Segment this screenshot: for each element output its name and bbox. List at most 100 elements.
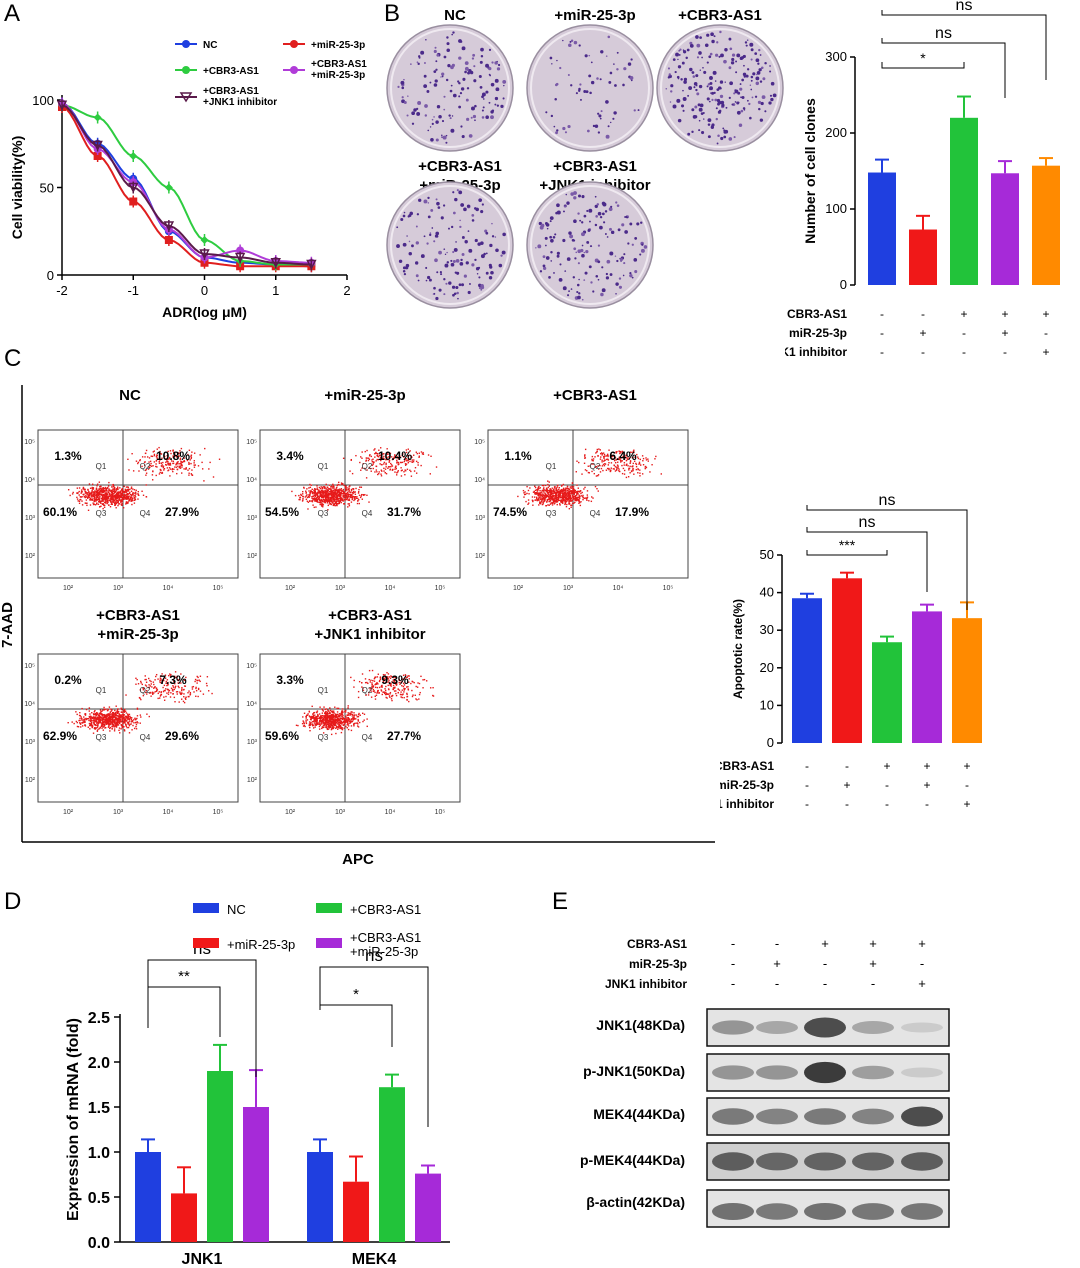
event-dot — [580, 501, 582, 503]
event-dot — [568, 490, 570, 493]
event-dot — [175, 466, 178, 468]
event-dot — [355, 497, 358, 499]
event-dot — [112, 493, 114, 495]
event-dot — [111, 503, 113, 506]
event-dot — [72, 491, 74, 494]
event-dot — [366, 494, 368, 496]
event-dot — [336, 492, 338, 494]
colony — [709, 82, 713, 85]
event-dot — [134, 719, 137, 721]
event-dot — [645, 466, 648, 469]
colony — [719, 94, 724, 99]
event-dot — [344, 493, 347, 495]
event-dot — [578, 461, 580, 464]
event-dot — [353, 499, 355, 502]
colony — [613, 63, 615, 65]
colony — [683, 80, 687, 84]
colony — [397, 85, 400, 89]
event-dot — [111, 724, 114, 726]
event-dot — [79, 715, 82, 717]
event-dot — [291, 490, 293, 493]
event-dot — [124, 715, 126, 718]
event-dot — [567, 488, 570, 490]
colony — [433, 240, 436, 243]
data-point — [92, 140, 103, 152]
event-dot — [105, 496, 107, 498]
event-dot — [330, 724, 332, 726]
colony — [451, 115, 454, 117]
event-dot — [555, 489, 557, 491]
event-dot — [124, 496, 126, 499]
colony — [488, 73, 491, 76]
colony — [441, 75, 444, 78]
event-dot — [613, 468, 615, 470]
event-dot — [349, 491, 351, 493]
event-dot — [311, 723, 313, 725]
event-dot — [314, 726, 316, 728]
event-dot — [539, 498, 542, 500]
event-dot — [340, 487, 342, 490]
event-dot — [314, 491, 316, 493]
event-dot — [329, 496, 332, 499]
event-dot — [80, 489, 83, 491]
colony — [627, 62, 632, 66]
event-dot — [157, 692, 159, 695]
event-dot — [167, 681, 169, 684]
event-dot — [113, 728, 116, 730]
event-dot — [347, 503, 349, 505]
event-dot — [115, 493, 118, 495]
event-dot — [326, 496, 328, 498]
event-dot — [144, 691, 147, 694]
data-point — [200, 236, 209, 244]
event-dot — [542, 489, 545, 492]
event-dot — [374, 456, 376, 458]
event-dot — [119, 496, 122, 498]
event-dot — [185, 676, 187, 679]
event-dot — [107, 714, 110, 716]
event-dot — [401, 469, 403, 471]
colony — [751, 96, 754, 99]
quadrant-name: Q3 — [318, 509, 329, 518]
colony — [772, 93, 777, 98]
event-dot — [91, 726, 93, 729]
colony — [478, 75, 482, 79]
colony — [467, 71, 470, 75]
bar — [950, 117, 978, 285]
event-dot — [581, 473, 583, 475]
colony — [427, 215, 431, 219]
event-dot — [345, 488, 347, 491]
colony — [669, 101, 672, 103]
colony — [605, 272, 609, 276]
event-dot — [170, 692, 172, 694]
event-dot — [184, 685, 187, 687]
event-dot — [108, 723, 110, 726]
event-dot — [167, 458, 169, 460]
event-dot — [351, 494, 353, 496]
event-dot — [337, 728, 339, 730]
event-dot — [133, 502, 136, 504]
event-dot — [79, 717, 81, 720]
event-dot — [564, 492, 566, 495]
colony — [459, 225, 462, 229]
event-dot — [145, 689, 148, 692]
event-dot — [83, 495, 86, 498]
event-dot — [591, 459, 593, 462]
colony — [474, 258, 477, 262]
event-dot — [341, 497, 343, 500]
culture-dish — [386, 24, 514, 152]
event-dot — [110, 710, 112, 712]
event-dot — [92, 719, 94, 722]
event-dot — [328, 493, 331, 495]
event-dot — [584, 486, 586, 489]
event-dot — [107, 726, 110, 728]
event-dot — [391, 465, 394, 467]
event-dot — [144, 469, 147, 472]
event-dot — [345, 496, 348, 498]
event-dot — [146, 693, 148, 695]
colony — [498, 263, 503, 268]
event-dot — [85, 502, 87, 504]
colony — [723, 135, 727, 139]
colony — [580, 98, 582, 101]
event-dot — [311, 721, 314, 723]
event-dot — [94, 713, 97, 715]
